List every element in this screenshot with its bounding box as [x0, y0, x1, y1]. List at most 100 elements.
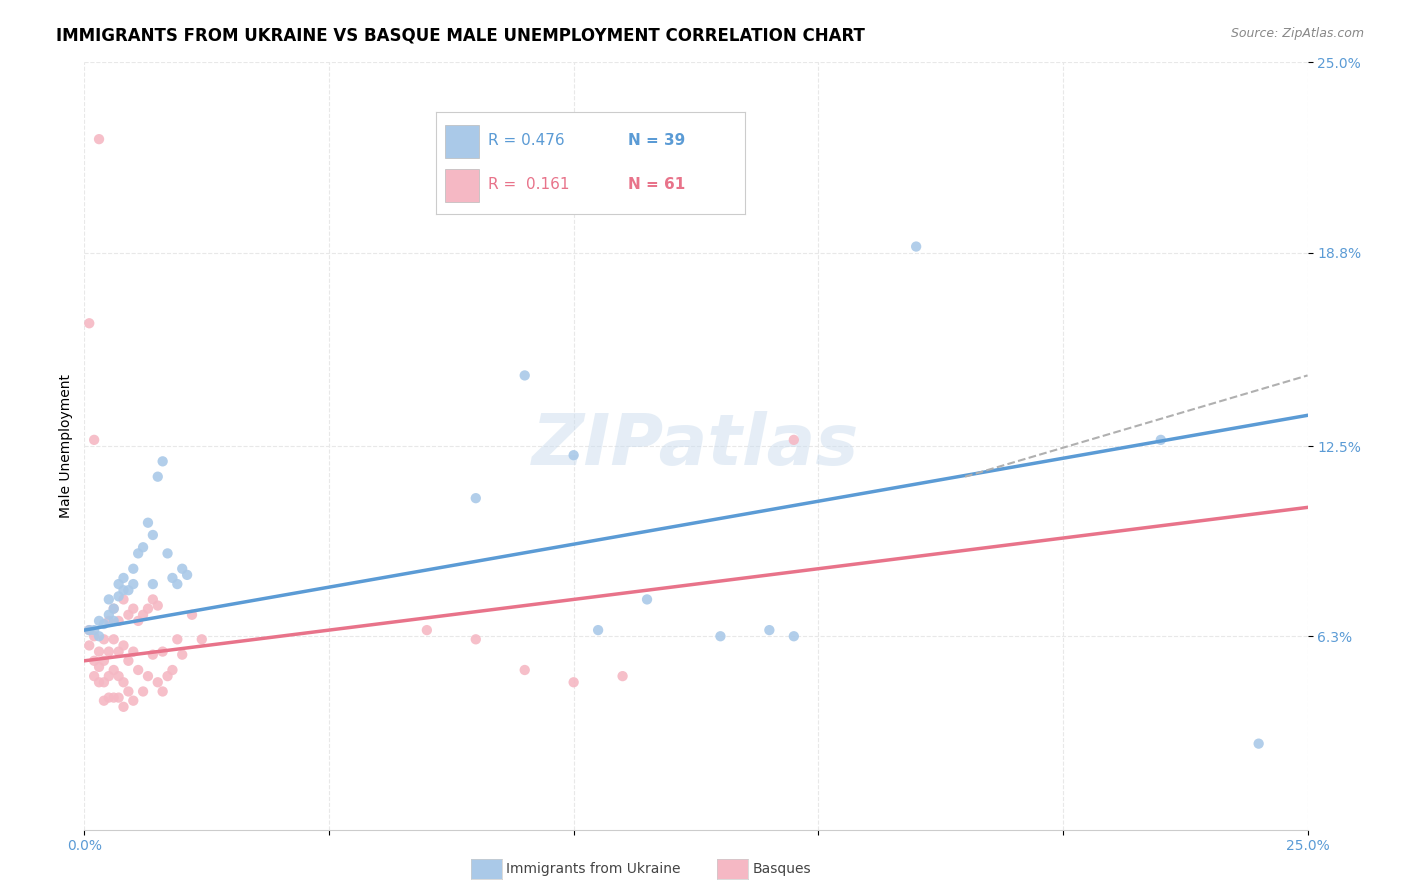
Point [142, 592, 165, 607]
Text: N = 39: N = 39 [627, 133, 685, 148]
Text: Basques: Basques [752, 862, 811, 876]
Point [136, 669, 159, 683]
Point [93, 675, 115, 690]
Text: ZIPatlas: ZIPatlas [533, 411, 859, 481]
Point [152, 454, 174, 468]
Point [562, 448, 585, 462]
Point [1150, 433, 1173, 447]
Point [156, 669, 179, 683]
Point [87, 660, 110, 674]
Point [83, 629, 105, 643]
Point [117, 654, 139, 668]
Point [93, 654, 115, 668]
Point [93, 632, 115, 647]
Point [166, 632, 188, 647]
Point [464, 632, 486, 647]
Point [77, 623, 100, 637]
Point [107, 644, 129, 658]
Point [103, 690, 125, 705]
Point [87, 644, 110, 658]
Point [103, 663, 125, 677]
Point [758, 623, 780, 637]
Point [132, 541, 155, 555]
Point [112, 592, 135, 607]
Text: R =  0.161: R = 0.161 [488, 178, 569, 193]
Point [97, 669, 120, 683]
Point [709, 629, 731, 643]
Point [77, 639, 100, 653]
Point [146, 469, 169, 483]
Point [112, 583, 135, 598]
Point [77, 623, 100, 637]
Point [112, 675, 135, 690]
Point [93, 617, 115, 632]
Point [122, 601, 145, 615]
Point [172, 648, 194, 662]
Point [97, 614, 120, 628]
Point [127, 546, 149, 560]
Text: N = 61: N = 61 [627, 178, 685, 193]
Point [181, 607, 204, 622]
Point [166, 577, 188, 591]
Point [83, 654, 105, 668]
Point [93, 694, 115, 708]
Point [191, 632, 214, 647]
FancyBboxPatch shape [446, 125, 479, 158]
Point [162, 571, 184, 585]
Text: Source: ZipAtlas.com: Source: ZipAtlas.com [1230, 27, 1364, 40]
Point [107, 614, 129, 628]
Point [156, 546, 179, 560]
Point [142, 577, 165, 591]
Point [122, 562, 145, 576]
Point [112, 571, 135, 585]
Point [112, 699, 135, 714]
Point [107, 690, 129, 705]
Point [117, 583, 139, 598]
Point [87, 629, 110, 643]
Point [97, 607, 120, 622]
Point [103, 601, 125, 615]
FancyBboxPatch shape [446, 169, 479, 202]
Point [112, 639, 135, 653]
Point [127, 614, 149, 628]
Point [107, 590, 129, 604]
Point [97, 592, 120, 607]
Point [83, 623, 105, 637]
Point [142, 528, 165, 542]
Point [146, 675, 169, 690]
Point [152, 684, 174, 698]
Point [83, 669, 105, 683]
Point [87, 675, 110, 690]
Point [132, 607, 155, 622]
Point [152, 644, 174, 658]
Point [103, 601, 125, 615]
Text: Immigrants from Ukraine: Immigrants from Ukraine [506, 862, 681, 876]
Point [416, 623, 439, 637]
Point [97, 644, 120, 658]
Point [513, 368, 536, 383]
Point [176, 567, 198, 582]
Point [103, 632, 125, 647]
Point [1247, 737, 1270, 751]
Point [783, 629, 806, 643]
Point [107, 669, 129, 683]
Point [83, 433, 105, 447]
Point [122, 577, 145, 591]
Point [513, 663, 536, 677]
Point [136, 601, 159, 615]
Point [586, 623, 609, 637]
Point [636, 592, 658, 607]
Text: R = 0.476: R = 0.476 [488, 133, 565, 148]
Point [905, 239, 928, 253]
Point [172, 562, 194, 576]
Point [87, 132, 110, 146]
Point [142, 648, 165, 662]
Y-axis label: Male Unemployment: Male Unemployment [59, 374, 73, 518]
Point [562, 675, 585, 690]
Text: IMMIGRANTS FROM UKRAINE VS BASQUE MALE UNEMPLOYMENT CORRELATION CHART: IMMIGRANTS FROM UKRAINE VS BASQUE MALE U… [56, 27, 865, 45]
Point [122, 644, 145, 658]
Point [117, 684, 139, 698]
Point [117, 607, 139, 622]
Point [103, 614, 125, 628]
Point [162, 663, 184, 677]
